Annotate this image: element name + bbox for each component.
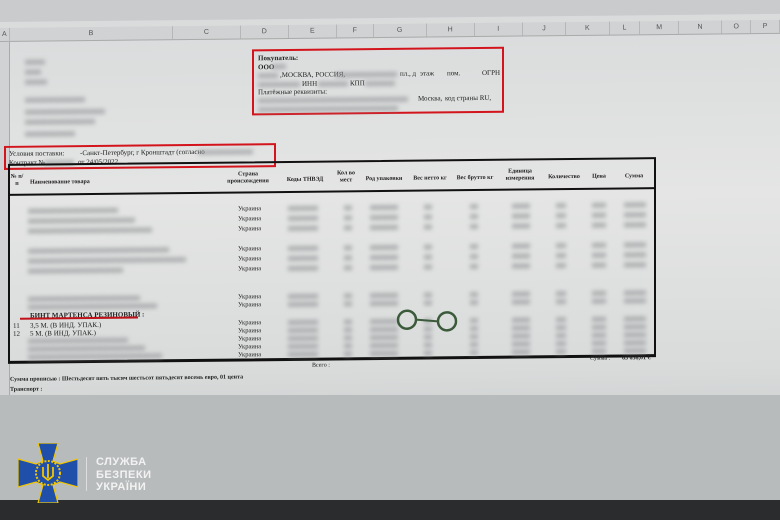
- column-letter[interactable]: N: [678, 20, 723, 34]
- country-cell: Украина: [238, 293, 262, 301]
- buyer-kpp: КПП: [350, 79, 365, 88]
- column-letter[interactable]: E: [288, 24, 337, 38]
- wordmark-line: СЛУЖБА: [96, 456, 147, 468]
- table-header: Вес брутто кг: [456, 174, 494, 182]
- column-letter[interactable]: M: [640, 20, 679, 35]
- total-label: Всего :: [312, 362, 330, 369]
- address-part: пом.: [447, 69, 461, 78]
- country-cell: Украина: [238, 265, 262, 273]
- country-cell: Украина: [238, 319, 262, 327]
- table-header: Кол во мест: [336, 170, 356, 184]
- table-header: Наименование товара: [30, 179, 90, 186]
- buyer-label: Покупатель:: [258, 53, 299, 63]
- screen-bezel-area: [0, 395, 780, 500]
- table-header: Вес нетто кг: [413, 175, 447, 182]
- country-cell: Украина: [238, 205, 262, 213]
- scissors-mark: [396, 309, 458, 332]
- country-cell: Украина: [238, 335, 262, 343]
- column-letter[interactable]: D: [240, 24, 289, 39]
- table-header: Количество: [548, 173, 580, 181]
- column-letter[interactable]: G: [373, 23, 427, 38]
- sum-value: 65 658,01 €: [622, 355, 651, 362]
- column-letter[interactable]: A: [0, 27, 10, 41]
- buyer-country-code: код страны RU,: [445, 93, 492, 103]
- address-part: этаж: [420, 69, 435, 78]
- sum-in-words: Сумма прописью : Шестьдесят пять тысяч ш…: [10, 374, 244, 383]
- table-header: Цена: [592, 173, 606, 180]
- country-cell: Украина: [238, 245, 262, 253]
- item-name: 5 М. (В ИНД. УПАК.): [30, 328, 96, 338]
- column-letter[interactable]: K: [566, 21, 610, 36]
- sum-label: Сумма :: [590, 355, 611, 362]
- sbu-emblem-icon: [18, 443, 78, 503]
- column-letter[interactable]: J: [522, 22, 567, 36]
- column-letter[interactable]: I: [474, 22, 523, 37]
- buyer-inn: ИНН: [302, 79, 318, 88]
- table-header: Сумма: [624, 173, 644, 180]
- table-header: Страна происхождения: [227, 171, 269, 185]
- wordmark-line: УКРАЇНИ: [96, 481, 147, 493]
- item-number: 11: [13, 321, 20, 330]
- column-letter[interactable]: H: [426, 23, 475, 37]
- column-letter[interactable]: C: [173, 25, 241, 40]
- wordmark-line: БЕЗПЕКИ: [96, 468, 152, 481]
- item-number: 12: [13, 329, 20, 338]
- delivery-terms-value: -Санкт-Петербург, г Кронштадт (согласно: [80, 147, 205, 158]
- table-header: № п/п: [10, 173, 24, 187]
- column-letter[interactable]: L: [609, 21, 641, 35]
- toolbar: [0, 0, 780, 22]
- sbu-wordmark: СЛУЖБА БЕЗПЕКИ УКРАЇНИ: [96, 456, 152, 494]
- column-letter[interactable]: F: [336, 24, 374, 38]
- column-letter[interactable]: B: [9, 26, 174, 41]
- column-letter[interactable]: O: [722, 20, 752, 34]
- table-header: Единица измерения: [505, 168, 535, 182]
- transport-label: Транспорт :: [10, 386, 43, 393]
- payment-label: Платёжные реквизиты:: [258, 87, 328, 97]
- address-part: ОГРН: [482, 68, 501, 77]
- country-cell: Украина: [238, 301, 262, 309]
- country-cell: Украина: [238, 351, 262, 359]
- delivery-terms-label: Условия поставки:: [9, 149, 65, 158]
- buyer-city: Москва,: [418, 94, 443, 103]
- table-header: Коды ТНВЭД: [286, 176, 324, 183]
- column-letter[interactable]: P: [751, 19, 780, 34]
- country-cell: Украина: [238, 327, 262, 335]
- table-header: Род упаковки: [365, 175, 403, 183]
- country-cell: Украина: [238, 255, 262, 263]
- country-cell: Украина: [238, 225, 262, 233]
- country-cell: Украина: [238, 215, 262, 223]
- address-part: пл., д: [400, 69, 417, 78]
- country-cell: Украина: [238, 343, 262, 351]
